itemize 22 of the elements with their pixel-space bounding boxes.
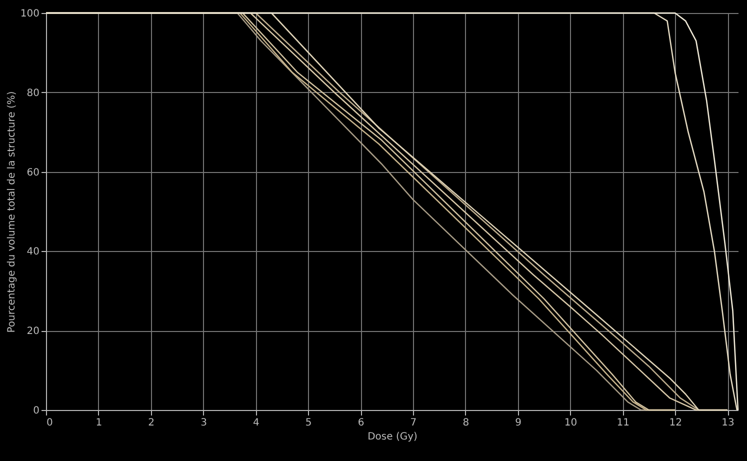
x-tick-label: 7: [410, 418, 417, 428]
x-tick-label: 9: [515, 418, 522, 428]
x-tick-label: 13: [722, 418, 734, 428]
x-tick-label: 0: [46, 418, 53, 428]
x-tick-label: 2: [148, 418, 155, 428]
x-tick-label: 5: [305, 418, 312, 428]
y-tick-label: 60: [26, 167, 40, 178]
x-axis-title: Dose (Gy): [368, 432, 418, 442]
x-tick-label: 12: [669, 418, 682, 428]
x-tick-label: 1: [96, 418, 102, 428]
x-tick-label: 11: [616, 418, 630, 428]
y-tick-label: 80: [26, 88, 40, 99]
x-tick-label: 10: [564, 418, 578, 428]
y-tick-label: 40: [26, 246, 40, 258]
y-tick-label: 100: [20, 8, 40, 20]
x-tick-label: 6: [358, 418, 364, 428]
y-axis-title: Pourcentage du volume total de la structure (%): [6, 91, 18, 333]
y-tick-label: 0: [33, 406, 40, 416]
x-tick-label: 3: [200, 418, 207, 428]
x-tick-label: 4: [253, 418, 260, 428]
y-tick-label: 20: [26, 326, 40, 338]
x-tick-label: 8: [462, 418, 470, 428]
